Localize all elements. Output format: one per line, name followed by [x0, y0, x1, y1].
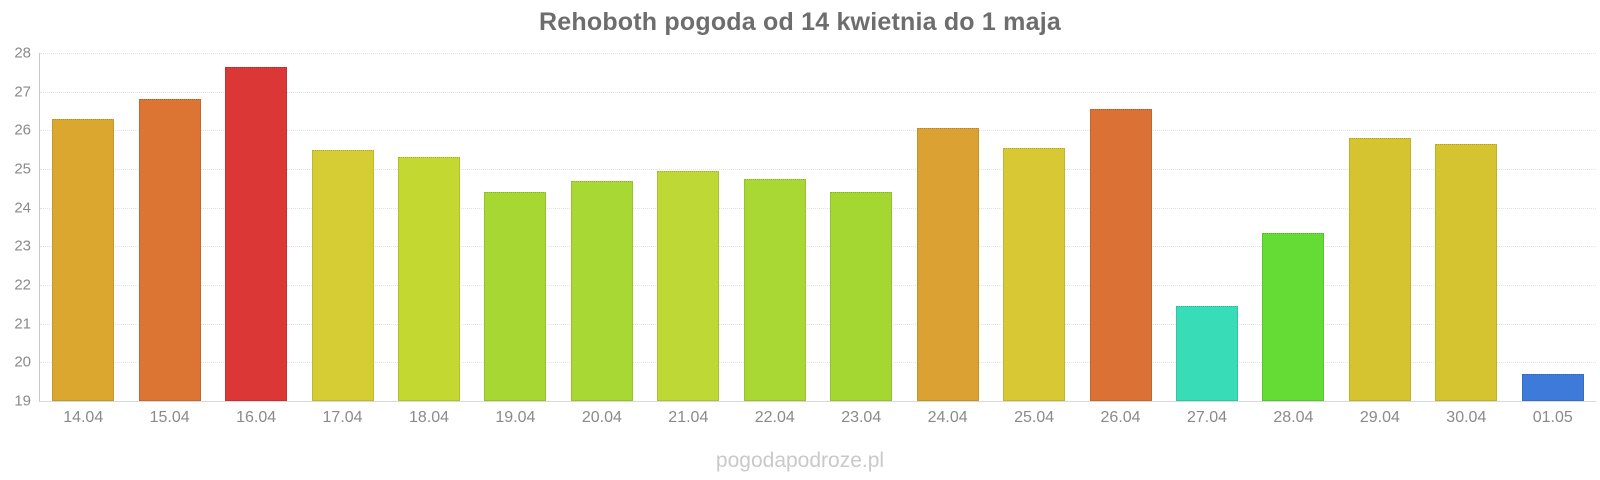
x-axis-label-24.04: 24.04 — [927, 409, 968, 426]
y-axis-label-22: 22 — [14, 276, 31, 294]
x-axis-label-29.04: 29.04 — [1359, 409, 1400, 426]
bar-20.04[interactable] — [570, 180, 633, 401]
chart-title: Rehoboth pogoda od 14 kwietnia do 1 maja — [539, 8, 1061, 36]
x-axis-label-28.04: 28.04 — [1273, 409, 1314, 426]
bar-30.04[interactable] — [1435, 143, 1498, 401]
gridline-23 — [40, 246, 1596, 248]
x-axis-label-22.04: 22.04 — [754, 409, 795, 426]
x-axis-label-18.04: 18.04 — [408, 409, 450, 426]
y-axis-label-19: 19 — [14, 392, 31, 410]
bar-26.04[interactable] — [1089, 109, 1152, 401]
gridline-26 — [40, 130, 1596, 132]
bar-16.04[interactable] — [225, 66, 288, 401]
x-axis-label-21.04: 21.04 — [668, 409, 709, 426]
y-axis-label-27: 27 — [14, 83, 31, 101]
x-axis-label-23.04: 23.04 — [841, 409, 882, 426]
bar-28.04[interactable] — [1262, 232, 1325, 401]
bar-29.04[interactable] — [1348, 138, 1411, 401]
bar-15.04[interactable] — [138, 99, 201, 401]
bar-17.04[interactable] — [311, 149, 374, 401]
bar-22.04[interactable] — [743, 178, 806, 401]
gridline-28 — [40, 53, 1596, 54]
y-axis-label-28: 28 — [14, 44, 31, 62]
gridline-21 — [40, 323, 1596, 325]
bar-18.04[interactable] — [398, 157, 460, 401]
bar-19.04[interactable] — [484, 192, 547, 401]
x-axis-label-15.04: 15.04 — [149, 409, 190, 426]
x-axis-label-27.04: 27.04 — [1186, 409, 1228, 426]
y-axis-label-24: 24 — [14, 199, 31, 217]
bar-14.04[interactable] — [52, 118, 115, 401]
bar-25.04[interactable] — [1003, 147, 1066, 401]
y-axis-label-26: 26 — [14, 121, 31, 139]
x-axis-label-25.04: 25.04 — [1014, 409, 1055, 426]
watermark: pogodapodroze.pl — [715, 449, 885, 472]
x-axis-label-20.04: 20.04 — [581, 409, 622, 426]
y-axis-label-23: 23 — [14, 237, 31, 255]
bar-21.04[interactable] — [657, 170, 720, 401]
x-axis-label-17.04: 17.04 — [322, 409, 363, 426]
y-axis-label-25: 25 — [14, 160, 31, 178]
x-axis-label-30.04: 30.04 — [1446, 409, 1487, 426]
gridline-27 — [40, 91, 1596, 93]
bar-01.05[interactable] — [1521, 373, 1584, 401]
x-axis-label-14.04: 14.04 — [63, 409, 104, 426]
x-axis-label-19.04: 19.04 — [495, 409, 536, 426]
x-axis-label-16.04: 16.04 — [236, 409, 277, 426]
gridline-20 — [40, 362, 1596, 364]
plot-area: 19 20 21 22 23 24 25 26 27 28 14.04 15.04 16.04 17.04… — [14, 46, 1596, 426]
gridline-25 — [40, 169, 1596, 170]
gridline-24 — [40, 207, 1596, 209]
gridline-22 — [40, 285, 1596, 286]
bar-24.04[interactable] — [916, 128, 979, 401]
bar-23.04[interactable] — [830, 192, 893, 401]
y-axis-label-21: 21 — [14, 315, 31, 333]
y-axis-label-20: 20 — [14, 353, 31, 371]
x-axis-label-26.04: 26.04 — [1100, 409, 1141, 426]
x-axis-label-01.05: 01.05 — [1532, 409, 1573, 426]
bar-27.04[interactable] — [1176, 306, 1238, 401]
